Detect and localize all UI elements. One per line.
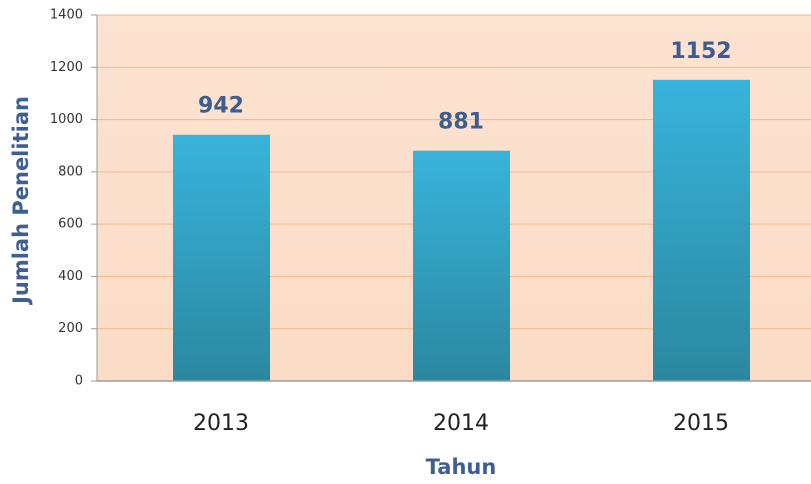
y-tick-label: 0 bbox=[75, 374, 83, 389]
y-tick-label: 1200 bbox=[50, 60, 83, 75]
y-tick-label: 200 bbox=[58, 321, 83, 336]
y-tick-label: 1400 bbox=[50, 8, 83, 23]
x-tick-label: 2014 bbox=[433, 411, 489, 436]
y-axis-title: Jumlah Penelitian bbox=[9, 96, 33, 306]
y-tick-label: 800 bbox=[58, 164, 83, 179]
y-tick-label: 1000 bbox=[50, 112, 83, 127]
x-tick-label: 2015 bbox=[673, 411, 729, 436]
bar bbox=[413, 150, 510, 381]
value-label: 942 bbox=[198, 94, 244, 119]
value-label: 1152 bbox=[670, 39, 731, 64]
y-tick-label: 600 bbox=[58, 217, 83, 232]
bar bbox=[173, 134, 270, 381]
bar bbox=[653, 79, 750, 381]
y-tick-label: 400 bbox=[58, 269, 83, 284]
x-tick-label: 2013 bbox=[193, 411, 249, 436]
x-axis-title: Tahun bbox=[426, 455, 497, 479]
value-label: 881 bbox=[438, 110, 484, 135]
